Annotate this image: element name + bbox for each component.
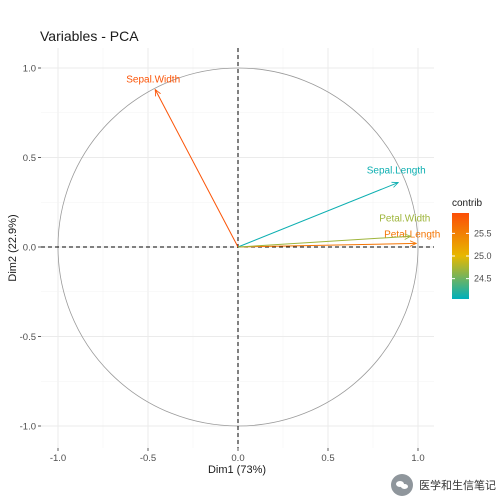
x-axis-title: Dim1 (73%) — [208, 464, 266, 476]
label-petal-length: Petal.Length — [384, 229, 440, 240]
arrow-sepal-width — [155, 89, 239, 248]
y-axis-ticks: -1.0 -0.5 0.0 0.5 1.0 — [20, 64, 41, 433]
label-petal-width: Petal.Width — [379, 213, 430, 224]
arrow-sepal-length — [237, 183, 398, 248]
legend-title: contrib — [452, 198, 482, 209]
legend-tick-label: 25.0 — [474, 251, 492, 261]
legend-tick-label: 25.5 — [474, 228, 492, 238]
x-axis-ticks: -1.0 -0.5 0.0 0.5 1.0 — [50, 448, 425, 464]
x-tick-label: 0.5 — [321, 453, 334, 464]
y-tick-label: 0.0 — [23, 243, 36, 254]
legend-tick-label: 24.5 — [474, 274, 492, 284]
x-tick-label: 1.0 — [411, 453, 424, 464]
variable-arrows: Sepal.Length Sepal.Width Petal.Length Petal… — [126, 74, 440, 248]
y-tick-label: 1.0 — [23, 64, 36, 75]
watermark-text: 医学和生信笔记 — [419, 479, 496, 492]
y-tick-label: -1.0 — [20, 422, 36, 433]
legend-colorbar — [452, 213, 469, 299]
label-sepal-width: Sepal.Width — [126, 74, 180, 85]
wechat-icon — [391, 474, 413, 496]
x-tick-label: -1.0 — [50, 453, 66, 464]
watermark: 医学和生信笔记 — [391, 474, 496, 496]
chart-title: Variables - PCA — [40, 28, 139, 44]
y-tick-label: 0.5 — [23, 153, 36, 164]
x-tick-label: 0.0 — [231, 453, 244, 464]
y-tick-label: -0.5 — [20, 332, 36, 343]
arrow-petal-width — [237, 236, 411, 248]
label-sepal-length: Sepal.Length — [367, 166, 426, 177]
color-legend: contrib 25.5 25.0 24.5 — [452, 198, 492, 299]
y-axis-title: Dim2 (22.9%) — [7, 214, 19, 281]
arrow-petal-length — [237, 243, 416, 248]
x-tick-label: -0.5 — [140, 453, 156, 464]
